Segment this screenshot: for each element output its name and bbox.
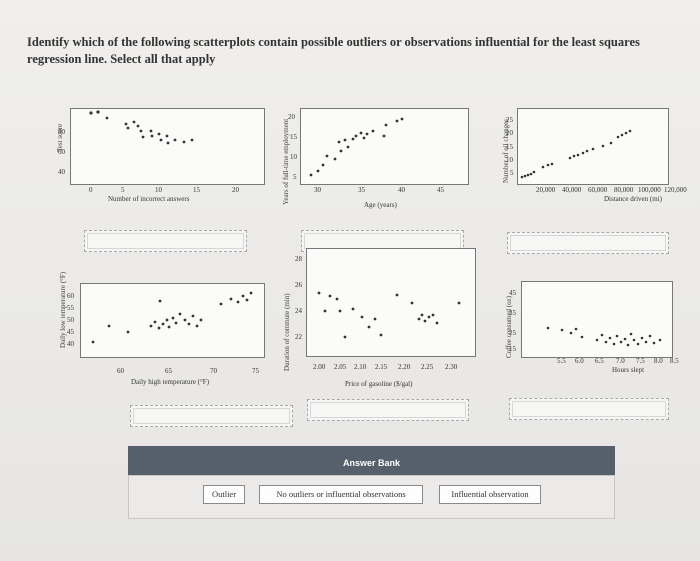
answer-chip-influential[interactable]: Influential observation bbox=[439, 485, 541, 504]
plot5-xtick: 2.05 bbox=[334, 363, 347, 371]
plot3-xtick: 40,000 bbox=[562, 186, 582, 194]
plot1-area bbox=[70, 108, 265, 185]
plot3-area bbox=[517, 108, 669, 185]
plot2-xtick: 40 bbox=[398, 186, 405, 194]
plot3-xtick: 60,000 bbox=[588, 186, 608, 194]
plot3-xtick: 80,000 bbox=[614, 186, 634, 194]
plot5-xtick: 2.00 bbox=[313, 363, 326, 371]
plot2-ytick: 10 bbox=[290, 153, 297, 161]
plot1-xtick: 5 bbox=[121, 186, 125, 194]
plot1-ytick: 60 bbox=[58, 148, 65, 156]
plot2-ylabel: Years of full-time employment bbox=[282, 118, 290, 205]
plot4-area bbox=[80, 283, 265, 358]
plot5-ytick: 22 bbox=[295, 333, 302, 341]
plot6-xtick: 5.5 bbox=[557, 357, 566, 365]
plot1-ytick: 80 bbox=[58, 128, 65, 136]
plot5-xtick: 2.30 bbox=[445, 363, 458, 371]
plot5-ytick: 28 bbox=[295, 255, 302, 263]
plot6-ytick: 15 bbox=[509, 345, 516, 353]
plot3-ytick: 5 bbox=[510, 169, 514, 177]
plot1-xlabel: Number of incorrect answers bbox=[108, 195, 190, 203]
answer-chip-no-outliers[interactable]: No outliers or influential observations bbox=[259, 485, 423, 504]
plot5-points bbox=[317, 291, 461, 339]
plot2-area bbox=[300, 108, 469, 185]
plot1-ytick: 40 bbox=[58, 168, 65, 176]
answer-chip-outlier[interactable]: Outlier bbox=[203, 485, 245, 504]
plot3-ytick: 25 bbox=[506, 116, 513, 124]
question-text: Identify which of the following scatterp… bbox=[27, 35, 640, 66]
plot6-xtick: 6.5 bbox=[595, 357, 604, 365]
answer-drop-plot6[interactable] bbox=[509, 398, 669, 420]
plot3-points bbox=[520, 129, 632, 179]
plot6-area bbox=[521, 281, 673, 358]
plot3-xlabel: Distance driven (mi) bbox=[604, 195, 662, 203]
plot5-xlabel: Price of gasoline ($/gal) bbox=[345, 380, 413, 388]
plot3-ytick: 15 bbox=[506, 143, 513, 151]
plot4-xtick: 60 bbox=[117, 367, 124, 375]
plot5-xtick: 2.20 bbox=[398, 363, 411, 371]
plot3-xtick: 120,000 bbox=[664, 186, 687, 194]
plot6-points bbox=[546, 326, 662, 347]
plot2-xtick: 35 bbox=[358, 186, 365, 194]
plot4-xtick: 65 bbox=[165, 367, 172, 375]
plot2-ytick: 15 bbox=[290, 133, 297, 141]
plot6-xtick: 6.0 bbox=[575, 357, 584, 365]
plot6-xtick: 8.5 bbox=[670, 357, 679, 365]
plot4-ytick: 45 bbox=[67, 328, 74, 336]
plot5-xtick: 2.25 bbox=[421, 363, 434, 371]
plot3-ytick: 10 bbox=[506, 156, 513, 164]
plot4-ytick: 50 bbox=[67, 316, 74, 324]
plot1-xtick: 20 bbox=[232, 186, 239, 194]
plot6-xlabel: Hours slept bbox=[612, 366, 645, 374]
plot5-ytick: 26 bbox=[295, 281, 302, 289]
plot5-ytick: 24 bbox=[295, 307, 302, 315]
answer-drop-plot4[interactable] bbox=[130, 405, 293, 427]
plot6-ytick: 45 bbox=[509, 289, 516, 297]
plot6-ytick: 25 bbox=[509, 329, 516, 337]
plot2-ytick: 20 bbox=[288, 113, 295, 121]
plot2-xtick: 45 bbox=[437, 186, 444, 194]
plot5-ylabel: Duration of commute (min) bbox=[283, 293, 291, 371]
plot3-xtick: 20,000 bbox=[536, 186, 556, 194]
plot1-xtick: 15 bbox=[193, 186, 200, 194]
plot4-ytick: 55 bbox=[67, 304, 74, 312]
answer-bank-title: Answer Bank bbox=[128, 446, 615, 475]
plot4-ytick: 60 bbox=[67, 292, 74, 300]
plot3-ytick: 20 bbox=[506, 129, 513, 137]
plot5-area bbox=[306, 248, 476, 357]
plot2-xlabel: Age (years) bbox=[364, 201, 397, 209]
plot1-points bbox=[89, 110, 194, 145]
plot6-ytick: 35 bbox=[509, 309, 516, 317]
plot4-points bbox=[91, 291, 253, 344]
answer-drop-plot3[interactable] bbox=[507, 232, 669, 254]
plot1-xtick: 10 bbox=[155, 186, 162, 194]
plot2-ytick: 5 bbox=[293, 173, 297, 181]
plot4-xtick: 75 bbox=[252, 367, 259, 375]
plot2-points bbox=[309, 117, 404, 177]
answer-drop-plot1[interactable] bbox=[84, 230, 247, 252]
plot6-xtick: 7.5 bbox=[636, 357, 645, 365]
plot4-ylabel: Daily low temperature (°F) bbox=[59, 271, 67, 348]
plot4-ytick: 40 bbox=[67, 340, 74, 348]
plot1-xtick: 0 bbox=[89, 186, 93, 194]
plot6-xtick: 7.0 bbox=[616, 357, 625, 365]
plot6-xtick: 8.0 bbox=[654, 357, 663, 365]
plot3-xtick: 100,000 bbox=[638, 186, 661, 194]
plot5-xtick: 2.15 bbox=[375, 363, 388, 371]
plot2-xtick: 30 bbox=[314, 186, 321, 194]
plot4-xtick: 70 bbox=[210, 367, 217, 375]
plot5-xtick: 2.10 bbox=[354, 363, 367, 371]
answer-drop-plot5[interactable] bbox=[307, 399, 469, 421]
plot4-xlabel: Daily high temperature (°F) bbox=[131, 378, 210, 386]
